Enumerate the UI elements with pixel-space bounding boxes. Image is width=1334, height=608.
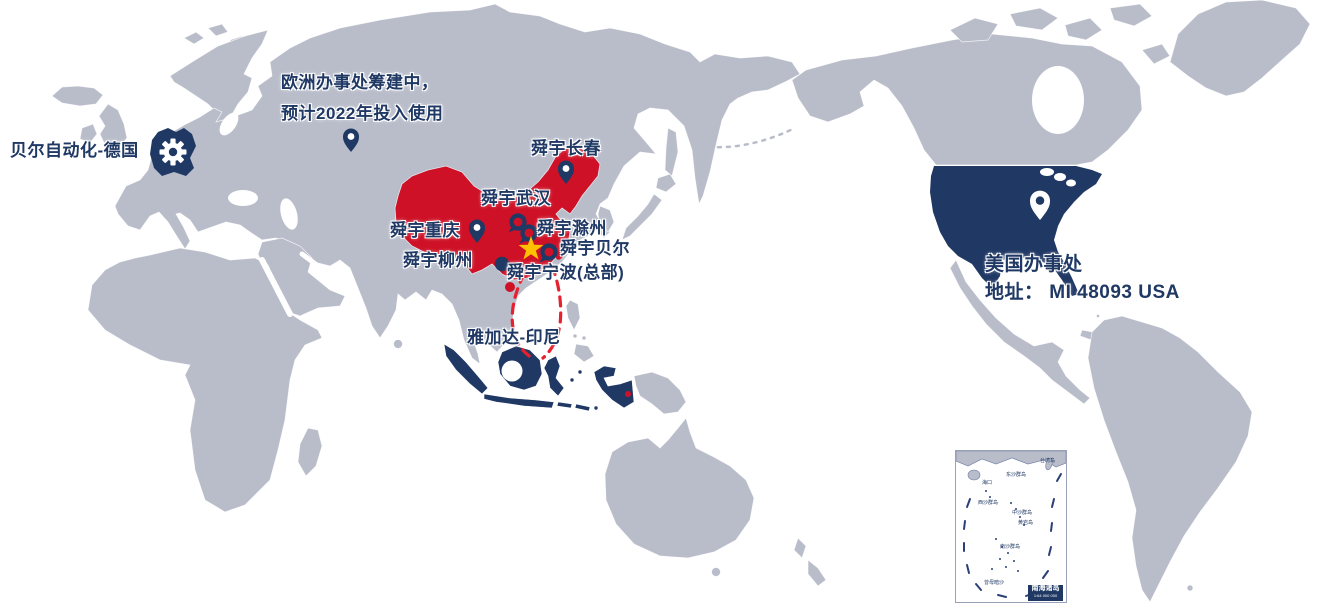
landmass-australia — [604, 417, 755, 559]
europe-office-pin-icon[interactable] — [343, 128, 359, 153]
island-java — [483, 393, 555, 409]
landmass-north-america — [791, 33, 1143, 166]
chongqing-label: 舜宇重庆 — [390, 221, 460, 240]
landmass-ireland — [79, 123, 98, 144]
caspian-sea — [280, 198, 298, 230]
region-usa — [930, 166, 1102, 296]
landmass-korea — [597, 205, 615, 233]
inset-label-taiwan: 台湾岛 — [1040, 458, 1056, 464]
inset-nine-dash-line — [963, 473, 1062, 598]
island-west-papua — [593, 365, 635, 409]
chuzhou-ring-pin-icon[interactable] — [519, 224, 538, 244]
headquarters-star-icon[interactable] — [518, 236, 544, 260]
landmass-uk — [98, 103, 128, 150]
liuzhou-dot-icon[interactable] — [494, 256, 510, 272]
inset-label-zhongsha: 中沙群岛 — [1012, 510, 1033, 516]
inset-coastline — [956, 451, 1066, 468]
lesser-sunda-islands — [556, 401, 591, 412]
bell-label: 舜宇贝尔 — [560, 239, 630, 258]
nine-dash-line — [510, 264, 563, 361]
usa-office-label: 美国办事处 — [985, 254, 1083, 275]
wuhan-ring-pin-icon[interactable] — [508, 213, 527, 233]
inland-seas — [219, 66, 1084, 317]
inset-label-huangyan: 黄岩岛 — [1018, 520, 1034, 526]
red-sea — [259, 257, 293, 317]
hudson-bay — [1032, 66, 1084, 134]
europe-office-label-line1: 欧洲办事处筹建中， — [281, 73, 439, 92]
landmass-mexico-central-america — [949, 259, 1091, 405]
usa-office-pin-icon[interactable] — [1030, 190, 1050, 220]
ningbo-hq-label: 舜宇宁波(总部) — [507, 263, 625, 282]
island-hainan — [505, 282, 515, 292]
changchun-label: 舜宇长春 — [531, 139, 601, 158]
inset-title-box: 南海诸岛 1:64 000 000 — [1028, 585, 1063, 601]
papua-red-dot — [625, 391, 631, 397]
landmass-arctic-islands — [949, 3, 1171, 65]
usa-address-label: 地址： MI 48093 USA — [985, 282, 1180, 303]
landmass-japan — [611, 173, 677, 255]
maluku-islet — [569, 377, 575, 383]
chongqing-pin-icon[interactable] — [469, 219, 485, 244]
great-lakes — [1040, 168, 1076, 187]
landmass-philippine-islet — [581, 335, 587, 341]
landmass-iceland — [51, 85, 104, 107]
landmass-madagascar — [297, 427, 323, 477]
maluku-islet — [577, 369, 583, 375]
nine-dash-left — [510, 272, 536, 361]
chuzhou-label: 舜宇滁州 — [537, 219, 607, 238]
nine-dash-right — [541, 264, 563, 360]
markers — [159, 128, 1050, 382]
baltic-sea — [219, 112, 239, 136]
lesser-sunda-islet — [593, 405, 599, 411]
inset-label-zengmu: 曾母暗沙 — [984, 580, 1005, 586]
inset-title: 南海诸岛 — [1031, 585, 1060, 592]
landmass-bahamas — [1096, 314, 1100, 318]
landmass-new-guinea — [633, 371, 687, 415]
liuzhou-label: 舜宇柳州 — [403, 251, 473, 270]
landmass-new-zealand — [793, 537, 827, 587]
gear-icon[interactable] — [159, 138, 187, 166]
jakarta-label: 雅加达-印尼 — [467, 328, 561, 347]
landmass-tasmania — [711, 567, 721, 577]
landmass-south-america — [1087, 315, 1253, 603]
wuhan-label: 舜宇武汉 — [481, 189, 551, 208]
landmass-philippine-islet — [572, 333, 578, 339]
landmass-sri-lanka — [393, 339, 403, 349]
landmass-philippines — [565, 299, 595, 363]
south-china-sea-inset-map: 台湾岛 东沙群岛 海口 西沙群岛 中沙群岛 黄岩岛 南沙群岛 曾母暗沙 南海诸岛… — [955, 450, 1067, 603]
island-taiwan — [555, 246, 565, 260]
europe-office-label-line2: 预计2022年投入使用 — [281, 104, 444, 123]
inset-label-xisha: 西沙群岛 — [978, 500, 999, 506]
island-sumatra — [443, 343, 489, 395]
landmass-sakhalin — [664, 127, 679, 177]
inset-label-dongsha: 东沙群岛 — [1006, 472, 1027, 478]
persian-gulf — [299, 251, 321, 269]
inset-label-nansha: 南沙群岛 — [1000, 544, 1021, 550]
bell-ring-pin-icon[interactable] — [539, 243, 558, 263]
inset-islets — [985, 490, 1025, 572]
changchun-pin-icon[interactable] — [558, 160, 574, 185]
germany-office-label: 贝尔自动化-德国 — [10, 141, 139, 160]
jakarta-circle-icon[interactable] — [501, 360, 523, 382]
landmass-greenland — [1169, 0, 1311, 97]
landmass-falklands — [1186, 584, 1194, 592]
island-sulawesi — [543, 355, 565, 397]
inset-hainan — [967, 469, 981, 481]
inset-taiwan — [1045, 457, 1053, 471]
landmass-scandinavia — [169, 29, 269, 135]
inset-label-haikou: 海口 — [982, 480, 993, 486]
inset-scale: 1:64 000 000 — [1033, 593, 1058, 598]
black-sea — [228, 190, 258, 206]
landmass-aleutians — [698, 126, 797, 149]
